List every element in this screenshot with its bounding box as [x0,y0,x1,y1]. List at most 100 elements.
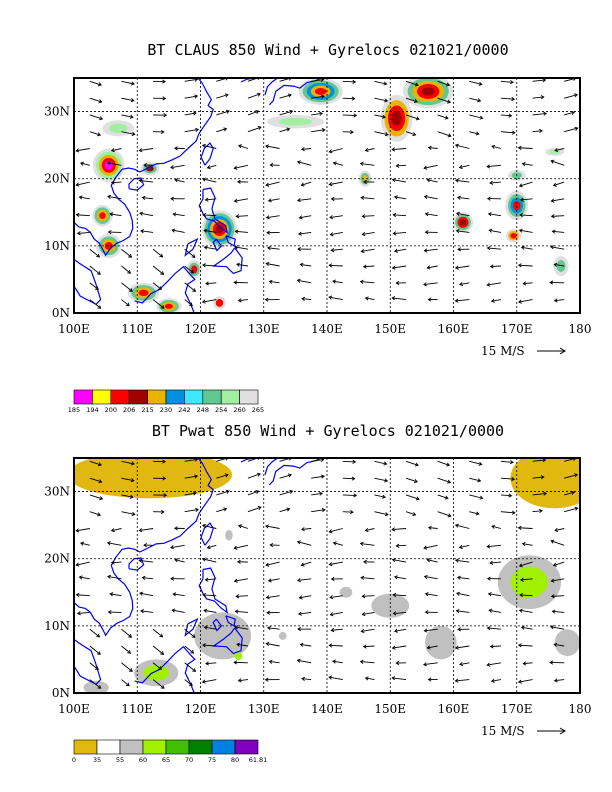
wind-vector-145 [392,592,407,598]
wind-vector-134 [359,541,375,546]
colorbar-label: 61.81 [249,756,268,764]
wind-vector-221 [564,490,576,496]
colorbar-swatch-6 [184,389,204,405]
wind-vector-112 [328,295,343,301]
coastline-layer [74,78,327,313]
wind-vector-15 [121,282,133,292]
wind-vector-149 [391,527,407,532]
wind-vector-27 [121,80,135,86]
wind-vector-154 [427,677,438,682]
wind-vector-76 [233,578,249,583]
wind-vector-208 [532,95,545,100]
wind-vector-72 [236,262,249,267]
wind-vector-151 [405,494,420,501]
wind-vector-94 [279,127,291,133]
wind-vector-72 [236,642,249,647]
wind-vector-33 [139,211,154,217]
colorbar-swatch-5 [165,389,185,405]
wind-vector-195 [500,80,514,85]
shaded-feature-19-level-1 [556,260,566,272]
wind-vector-182 [490,298,502,303]
wind-vector-189 [489,560,501,565]
wind-vector-130 [361,231,375,237]
wind-vector-209 [532,458,547,463]
wind-vector-187 [487,212,502,217]
wind-vector-160 [423,574,438,580]
shaded-feature-2-level-0 [194,612,252,660]
shaded-feature-1-level-0 [510,458,580,509]
wind-vector-75 [235,594,248,599]
wind-vector-183 [486,662,502,667]
colorbar: 185 194 200 206 215 230 242 248 254 260 265 [68,389,264,414]
shaded-feature-6-level-3 [138,289,149,297]
wind-vector-16 [121,265,132,274]
wind-vector-14 [121,299,130,307]
x-tick-label: 110E [121,702,153,716]
wind-vector-58 [202,263,217,268]
wind-vector-207 [532,491,548,496]
wind-vector-149 [391,147,407,152]
wind-vector-60 [203,608,217,613]
colorbar-label: 254 [215,406,227,414]
wind-vector-108 [311,128,326,133]
wind-vector-68 [216,473,229,479]
wind-vector-188 [486,576,501,581]
wind-vector-201 [519,212,533,218]
wind-vector-128 [362,644,375,649]
wind-vector-101 [297,626,312,632]
wind-vector-179 [469,114,484,120]
wind-vector-20 [107,194,122,200]
wind-vector-110 [311,94,325,99]
wind-vector-40 [153,476,167,481]
x-tick-label: 100E [58,702,90,716]
shaded-feature-20-level-1 [549,149,561,155]
colorbar-swatch-1 [92,389,112,405]
y-tick-labels: 0N 10N 20N 30N [44,105,70,320]
wind-vector-144 [392,611,407,616]
y-tick-label: 10N [44,619,70,633]
wind-vector-167 [437,80,451,87]
wind-vector-95 [279,489,294,496]
wind-vector-109 [311,491,324,496]
wind-vector-191 [491,144,502,149]
wind-vector-181 [469,80,483,86]
wind-vector-37 [138,148,154,153]
coastline-10 [268,78,327,106]
wind-vector-107 [300,527,312,532]
wind-vector-163 [427,145,438,150]
wind-vector-59 [203,625,217,630]
wind-vector-130 [361,611,375,617]
shaded-feature-6-level-1 [510,566,548,598]
wind-vector-214 [551,609,565,614]
shaded-feature-8-level-0 [339,586,353,598]
wind-vector-84 [264,297,280,302]
wind-vector-87 [266,626,280,631]
wind-vector-field [75,458,579,689]
wind-vector-114 [328,643,343,648]
wind-vector-14 [121,679,130,687]
wind-vector-67 [216,109,230,116]
wind-vector-141 [395,280,407,286]
wind-vector-34 [141,195,154,200]
wind-vector-101 [297,246,312,252]
wind-vector-132 [360,195,375,200]
brightness-temp-fill [92,78,569,313]
wind-vector-13 [89,80,102,87]
wind-vector-104 [296,198,312,203]
shaded-feature-11-level-4 [421,87,435,96]
wind-vector-216 [550,198,565,203]
coastline-4 [198,567,228,614]
wind-vector-173 [455,211,470,217]
wind-vector-120 [332,541,343,546]
vector-scale-label: 15 M/S [481,724,525,738]
coastline-11 [264,458,279,475]
wind-vector-19 [109,212,122,217]
x-tick-label: 160E [438,322,470,336]
wind-vector-131 [361,214,375,219]
wind-vector-139 [374,460,388,466]
wind-vector-213 [550,245,565,250]
wind-vector-108 [311,508,326,513]
wind-vector-201 [519,592,533,598]
wind-vector-21 [110,180,122,185]
coastline-6 [212,618,223,632]
